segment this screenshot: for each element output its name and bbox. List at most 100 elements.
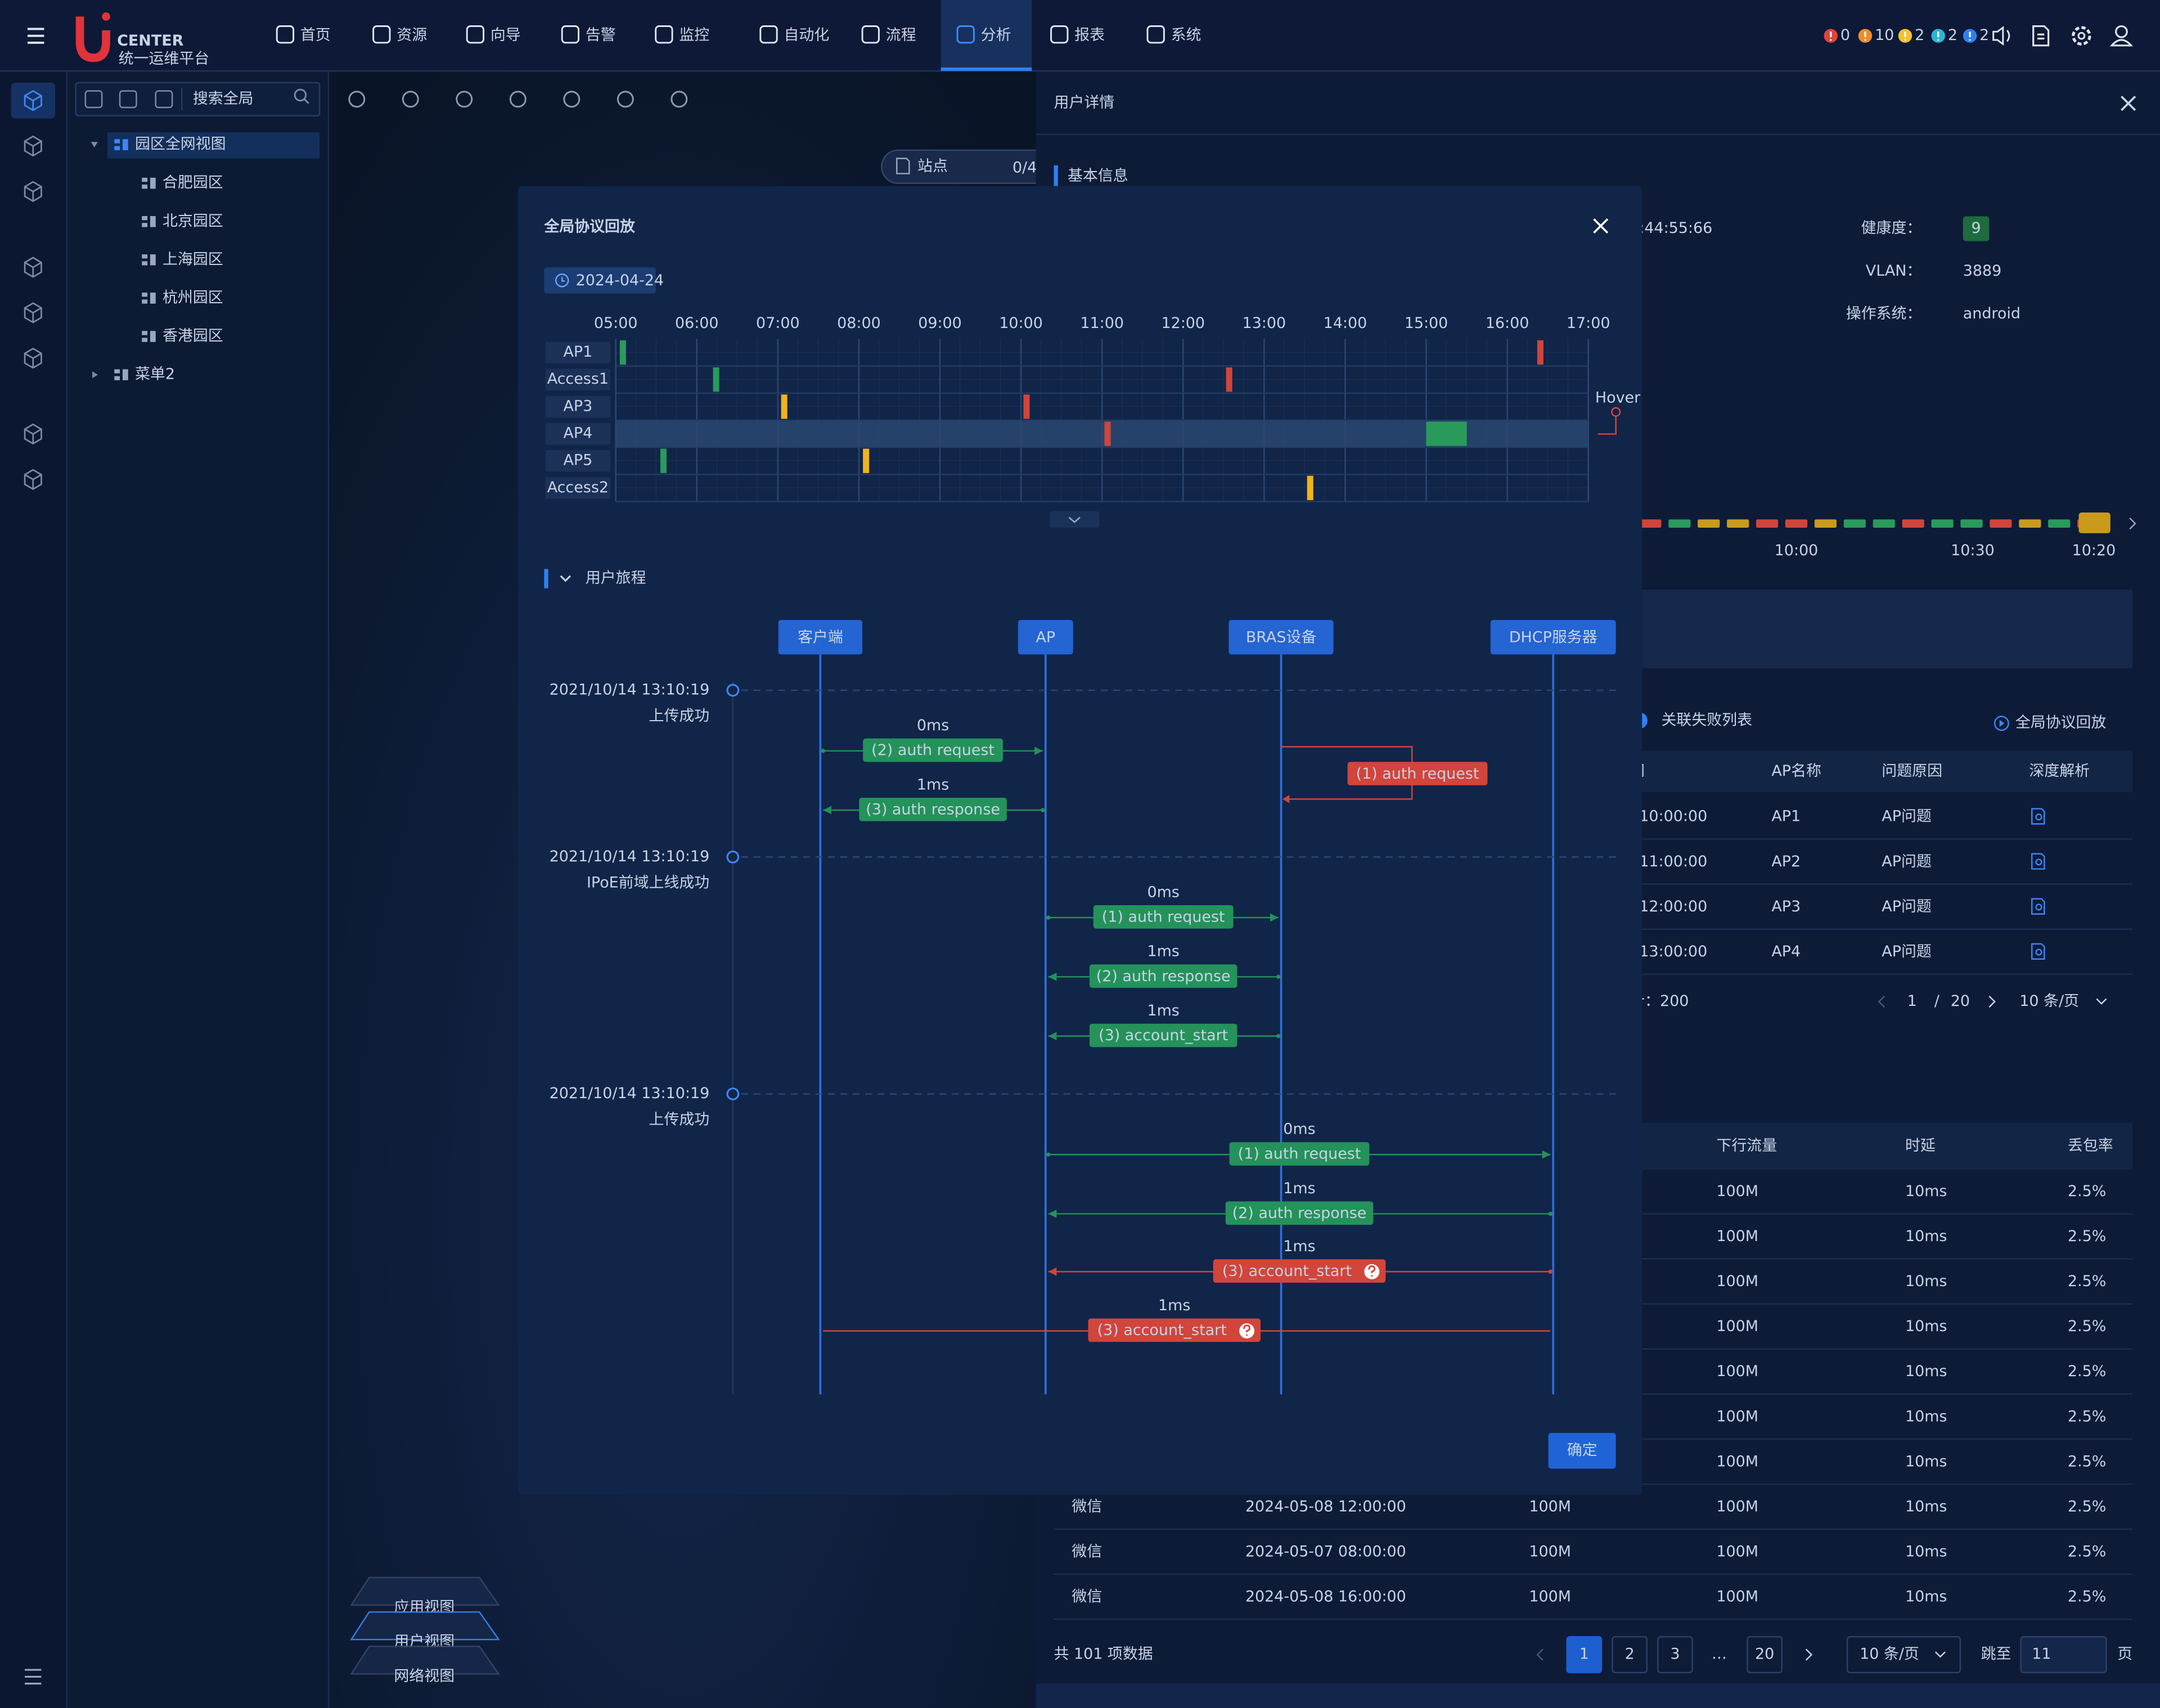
tool-icon[interactable]: [348, 91, 366, 108]
message-label[interactable]: (3) account_start: [1222, 1262, 1352, 1280]
jump-value[interactable]: 11: [2032, 1646, 2051, 1663]
replay-icon[interactable]: [1994, 716, 2009, 731]
menu-item[interactable]: 自动化: [784, 26, 829, 44]
message-label[interactable]: (1) auth request: [1238, 1145, 1361, 1163]
message-label-box[interactable]: [1089, 1023, 1238, 1048]
sound-icon[interactable]: [1992, 26, 2010, 46]
alert-count[interactable]: 0: [1840, 26, 1850, 44]
jump-input[interactable]: [2020, 1636, 2107, 1674]
expand-tab[interactable]: [1050, 511, 1100, 528]
timeline-event[interactable]: [1426, 421, 1467, 446]
deep-analysis-button[interactable]: [2031, 853, 2045, 870]
close-button[interactable]: [2121, 96, 2136, 111]
timeline-event[interactable]: [660, 448, 667, 473]
tree-node[interactable]: 香港园区: [163, 327, 223, 345]
tree-node[interactable]: 园区全网视图: [135, 136, 226, 153]
message-label[interactable]: (2) auth response: [1232, 1204, 1367, 1222]
message-label-box[interactable]: [1225, 1201, 1374, 1225]
timeline-event[interactable]: [713, 367, 719, 392]
view-plate[interactable]: [350, 1611, 500, 1640]
page-size[interactable]: 10 条/页: [1860, 1646, 1919, 1663]
date-chip[interactable]: [544, 267, 656, 294]
filter-icon[interactable]: [155, 90, 173, 109]
timeline-event[interactable]: [863, 448, 870, 473]
menu-item[interactable]: 系统: [1171, 26, 1202, 44]
alert-count[interactable]: 10: [1875, 26, 1894, 44]
menu-icon[interactable]: [655, 25, 673, 44]
tool-icon[interactable]: [456, 91, 473, 108]
deep-analysis-button[interactable]: [2031, 808, 2045, 825]
search-box[interactable]: [75, 82, 321, 116]
menu-item[interactable]: 首页: [300, 26, 331, 44]
timeline-event[interactable]: [1537, 340, 1544, 365]
cube-icon[interactable]: [24, 181, 42, 203]
message-label-box[interactable]: [1213, 1259, 1386, 1283]
menu-icon[interactable]: [1050, 25, 1069, 44]
menu-item[interactable]: 向导: [490, 26, 521, 44]
tool-icon[interactable]: [563, 91, 580, 108]
page-button[interactable]: [1612, 1636, 1648, 1674]
search-placeholder[interactable]: 搜索全局: [193, 90, 254, 107]
page-number[interactable]: 2: [1625, 1646, 1635, 1663]
message-label-box[interactable]: [863, 738, 1003, 762]
timeline-event[interactable]: [619, 340, 626, 365]
replay-link[interactable]: 全局协议回放: [2015, 714, 2107, 731]
menu-item[interactable]: 分析: [981, 26, 1011, 44]
menu-item[interactable]: 告警: [586, 26, 616, 44]
message-label[interactable]: (2) auth response: [1096, 968, 1231, 985]
page-prev[interactable]: [1536, 1648, 1544, 1661]
menu-icon[interactable]: [861, 25, 880, 44]
section-chevron[interactable]: [560, 575, 572, 582]
tree-node[interactable]: 菜单2: [135, 366, 175, 383]
strip-next[interactable]: [2129, 517, 2136, 530]
user-icon[interactable]: [2109, 25, 2134, 47]
page-button[interactable]: [1657, 1636, 1693, 1674]
message-label-box[interactable]: [1088, 1318, 1261, 1342]
view-plate[interactable]: [350, 1646, 500, 1675]
page-size-caret[interactable]: [2096, 998, 2107, 1005]
menu-icon[interactable]: [1146, 25, 1165, 44]
message-label-box[interactable]: [1089, 964, 1238, 988]
filter-icon[interactable]: [119, 90, 137, 109]
alert-count[interactable]: 2: [1915, 26, 1924, 44]
page-size-select[interactable]: [1846, 1636, 1961, 1674]
page-size[interactable]: 10 条/页: [2019, 992, 2079, 1010]
message-label[interactable]: (3) account_start: [1097, 1322, 1227, 1339]
message-label-box[interactable]: [859, 797, 1007, 821]
cube-icon[interactable]: [24, 469, 42, 490]
timeline-event[interactable]: [781, 394, 788, 419]
message-label[interactable]: (1) auth request: [1356, 765, 1479, 783]
search-icon[interactable]: [294, 88, 309, 104]
alert-count[interactable]: 2: [1979, 26, 1989, 44]
rail-collapse[interactable]: [25, 1669, 42, 1685]
message-label[interactable]: (3) auth response: [866, 801, 1000, 819]
page-next[interactable]: [1988, 995, 1996, 1008]
menu-icon[interactable]: [759, 25, 778, 44]
view-label[interactable]: 网络视图: [394, 1667, 454, 1685]
deep-analysis-button[interactable]: [2031, 943, 2045, 960]
page-number[interactable]: …: [1712, 1646, 1727, 1663]
confirm-button[interactable]: [1548, 1432, 1616, 1469]
tree-node[interactable]: 合肥园区: [163, 174, 223, 191]
settings-icon[interactable]: [2072, 26, 2091, 46]
cube-icon[interactable]: [24, 90, 42, 111]
menu-icon[interactable]: [561, 25, 580, 44]
cube-icon[interactable]: [24, 348, 42, 369]
page-button[interactable]: [1566, 1636, 1603, 1674]
confirm-label[interactable]: 确定: [1567, 1441, 1598, 1459]
menu-icon[interactable]: [276, 25, 295, 44]
timeline-event[interactable]: [1307, 475, 1313, 501]
filter-icon[interactable]: [84, 90, 103, 109]
tool-icon[interactable]: [616, 91, 634, 108]
close-button[interactable]: [1593, 218, 1609, 234]
menu-item[interactable]: 监控: [679, 26, 709, 44]
timeline-event[interactable]: [1104, 421, 1111, 446]
tool-icon[interactable]: [509, 91, 526, 108]
menu-toggle[interactable]: [27, 28, 44, 44]
message-label-box[interactable]: [1229, 1142, 1370, 1166]
page-button[interactable]: [1747, 1636, 1783, 1674]
view-plate[interactable]: [350, 1576, 500, 1606]
menu-icon[interactable]: [466, 25, 485, 44]
menu-icon[interactable]: [956, 25, 975, 44]
page-number[interactable]: 20: [1755, 1646, 1774, 1663]
